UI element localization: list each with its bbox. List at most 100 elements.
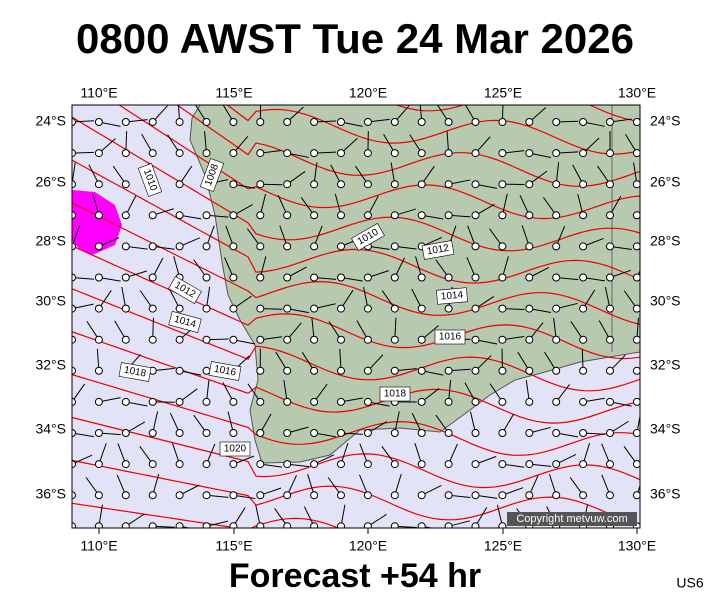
wind-station: [149, 305, 156, 312]
wind-station: [445, 212, 452, 219]
wind-station: [257, 274, 264, 281]
wind-station: [311, 492, 318, 499]
wind-station: [391, 305, 398, 312]
wind-station: [284, 367, 291, 374]
wind-station: [526, 212, 533, 219]
wind-station: [472, 461, 479, 468]
wind-station: [95, 243, 102, 250]
wind-station: [553, 492, 560, 499]
wind-station: [203, 492, 210, 499]
wind-station: [149, 243, 156, 250]
wind-station: [311, 398, 318, 405]
wind-station: [472, 150, 479, 157]
wind-station: [553, 430, 560, 437]
wind-station: [122, 212, 129, 219]
wind-station: [445, 181, 452, 188]
wind-station: [257, 119, 264, 126]
wind-station: [553, 243, 560, 250]
wind-station: [311, 150, 318, 157]
wind-station: [553, 212, 560, 219]
wind-station: [257, 243, 264, 250]
wind-station: [499, 367, 506, 374]
wind-station: [553, 274, 560, 281]
wind-station: [203, 243, 210, 250]
wind-station: [580, 461, 587, 468]
wind-station: [499, 336, 506, 343]
lon-label-bottom: 130°E: [618, 538, 656, 554]
wind-station: [633, 430, 640, 437]
wind-station: [526, 243, 533, 250]
wind-station: [364, 274, 371, 281]
wind-station: [472, 243, 479, 250]
wind-station: [203, 398, 210, 405]
copyright: Copyright metvuw.com: [516, 513, 627, 525]
wind-station: [553, 367, 560, 374]
wind-station: [338, 119, 345, 126]
lon-label-bottom: 115°E: [215, 538, 252, 554]
wind-station: [580, 430, 587, 437]
lat-label-left: 26°S: [35, 174, 66, 190]
wind-station: [311, 336, 318, 343]
wind-station: [122, 398, 129, 405]
wind-station: [311, 119, 318, 126]
wind-station: [284, 274, 291, 281]
wind-station: [499, 461, 506, 468]
wind-station: [607, 430, 614, 437]
wind-station: [284, 119, 291, 126]
wind-station: [633, 119, 640, 126]
wind-station: [284, 305, 291, 312]
wind-station: [580, 367, 587, 374]
wind-station: [580, 181, 587, 188]
wind-station: [257, 492, 264, 499]
wind-station: [499, 398, 506, 405]
wind-station: [95, 119, 102, 126]
wind-station: [607, 398, 614, 405]
wind-station: [176, 150, 183, 157]
wind-station: [526, 150, 533, 157]
wind-station: [499, 212, 506, 219]
wind-station: [418, 398, 425, 405]
wind-station: [499, 150, 506, 157]
wind-station: [526, 119, 533, 126]
wind-station: [311, 430, 318, 437]
wind-station: [391, 150, 398, 157]
isobar-label-group: 1014: [436, 288, 467, 305]
wind-station: [338, 181, 345, 188]
wind-station: [311, 212, 318, 219]
wind-station: [284, 212, 291, 219]
wind-station: [149, 492, 156, 499]
wind-station: [418, 367, 425, 374]
lon-label-top: 130°E: [618, 85, 656, 101]
wind-station: [338, 492, 345, 499]
wind-station: [364, 119, 371, 126]
wind-station: [445, 367, 452, 374]
wind-station: [391, 336, 398, 343]
wind-station: [95, 212, 102, 219]
wind-station: [580, 305, 587, 312]
wind-station: [499, 243, 506, 250]
wind-station: [95, 181, 102, 188]
wind-station: [633, 367, 640, 374]
wind-station: [391, 430, 398, 437]
lat-label-right: 30°S: [650, 293, 681, 309]
wind-station: [95, 305, 102, 312]
wind-station: [472, 181, 479, 188]
wind-station: [149, 274, 156, 281]
wind-station: [230, 212, 237, 219]
wind-station: [149, 150, 156, 157]
wind-station: [176, 119, 183, 126]
isobar-label: 1016: [439, 332, 462, 343]
wind-station: [257, 398, 264, 405]
lat-label-left: 28°S: [35, 233, 66, 249]
wind-station: [122, 430, 129, 437]
wind-station: [607, 212, 614, 219]
wind-station: [122, 492, 129, 499]
wind-station: [149, 461, 156, 468]
wind-station: [526, 461, 533, 468]
wind-station: [257, 305, 264, 312]
wind-station: [633, 181, 640, 188]
wind-station: [122, 461, 129, 468]
wind-station: [176, 430, 183, 437]
wind-station: [203, 336, 210, 343]
wind-station: [95, 461, 102, 468]
